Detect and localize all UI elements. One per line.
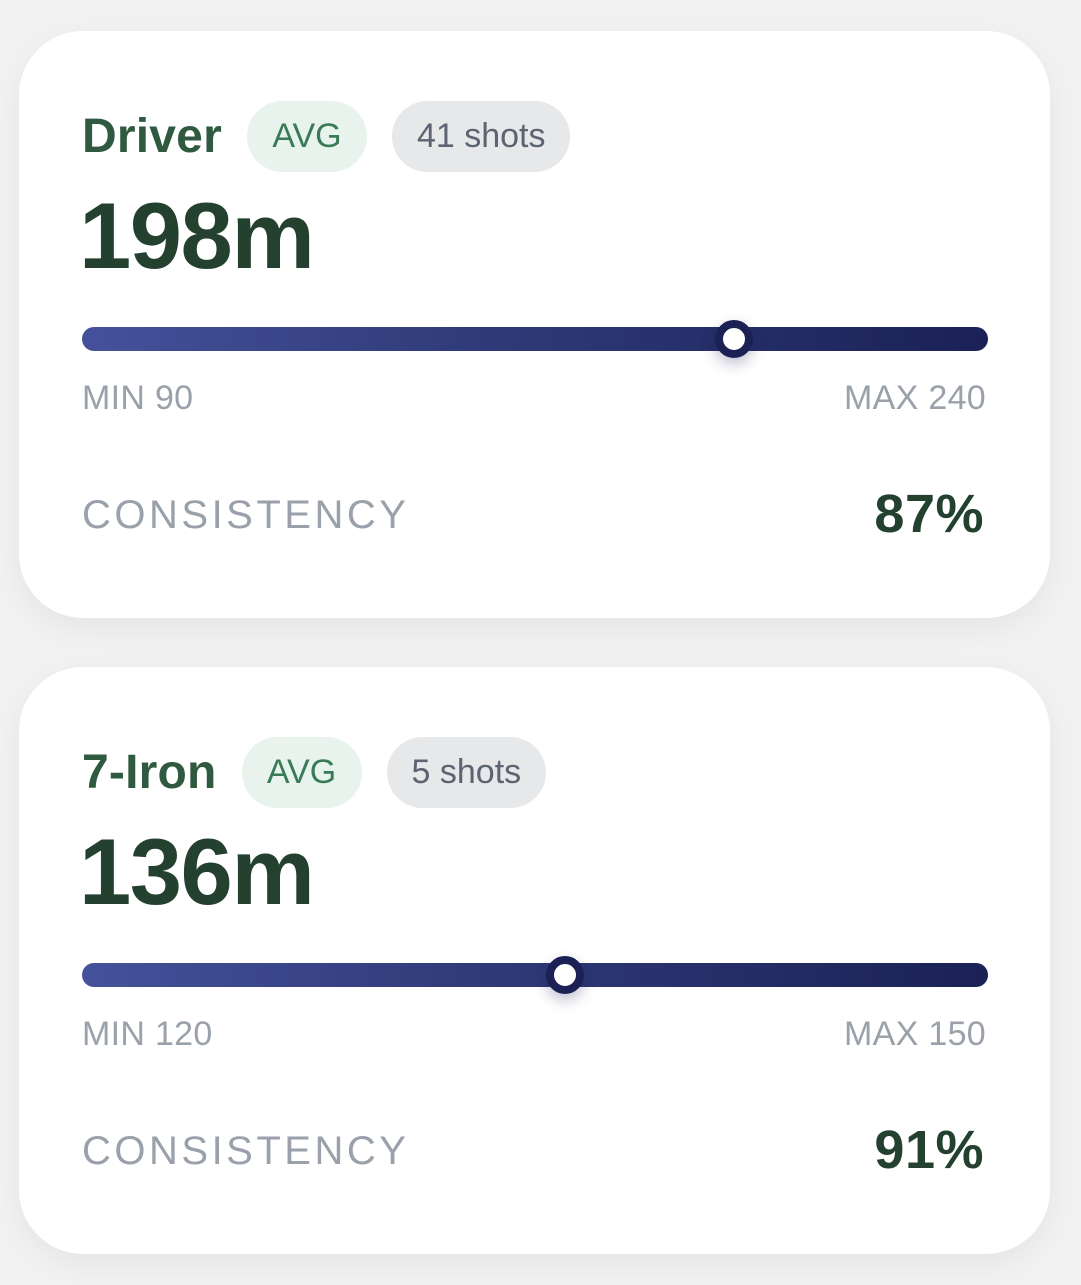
consistency-value: 91% bbox=[874, 1120, 984, 1180]
shots-count-badge: 41 shots bbox=[391, 101, 571, 172]
club-name: Driver bbox=[82, 110, 222, 163]
average-distance: 198m bbox=[79, 183, 315, 288]
consistency-value: 87% bbox=[874, 484, 984, 544]
average-marker bbox=[546, 956, 585, 994]
consistency-label: CONSISTENCY bbox=[82, 1129, 410, 1173]
average-marker bbox=[715, 320, 754, 358]
club-name: 7-Iron bbox=[82, 746, 217, 799]
distance-range-track bbox=[82, 320, 988, 358]
shots-count-badge: 5 shots bbox=[386, 737, 547, 808]
average-distance: 136m bbox=[79, 819, 315, 924]
consistency-label: CONSISTENCY bbox=[82, 493, 410, 537]
range-min-label: MIN 120 bbox=[82, 1015, 213, 1053]
range-max-label: MAX 150 bbox=[844, 1015, 986, 1053]
club-card-7-iron[interactable]: 7-Iron AVG 5 shots 136m MIN 120 MAX 150 … bbox=[19, 667, 1050, 1254]
range-max-label: MAX 240 bbox=[844, 379, 986, 417]
avg-badge: AVG bbox=[246, 101, 367, 172]
card-header: Driver AVG 41 shots bbox=[82, 101, 595, 172]
avg-badge: AVG bbox=[241, 737, 362, 808]
distance-range-track bbox=[82, 956, 988, 994]
range-min-label: MIN 90 bbox=[82, 379, 194, 417]
club-card-driver[interactable]: Driver AVG 41 shots 198m MIN 90 MAX 240 … bbox=[19, 31, 1050, 618]
card-header: 7-Iron AVG 5 shots bbox=[82, 737, 571, 808]
